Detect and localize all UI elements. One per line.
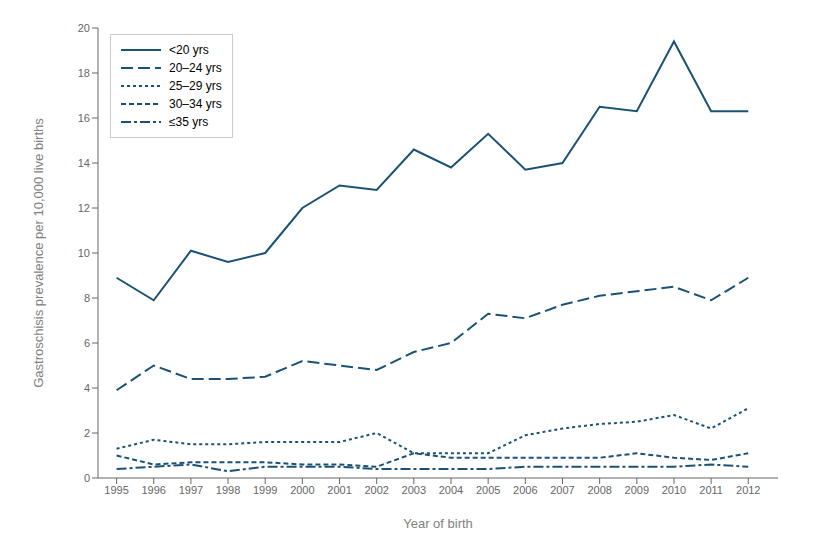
svg-text:Gastroschisis prevalence per 1: Gastroschisis prevalence per 10,000 live…	[31, 118, 46, 388]
svg-text:2003: 2003	[402, 484, 426, 496]
html-text:20–24 yrs: 20–24 yrs	[169, 61, 222, 75]
svg-text:Year of birth: Year of birth	[403, 516, 473, 531]
svg-text:2006: 2006	[513, 484, 537, 496]
svg-text:2: 2	[84, 427, 90, 439]
svg-text:10: 10	[78, 247, 90, 259]
svg-text:1999: 1999	[253, 484, 277, 496]
svg-text:6: 6	[84, 337, 90, 349]
svg-text:14: 14	[78, 157, 90, 169]
svg-text:20: 20	[78, 22, 90, 34]
html-text:≤35 yrs: ≤35 yrs	[169, 115, 209, 129]
svg-text:4: 4	[84, 382, 90, 394]
svg-text:2008: 2008	[587, 484, 611, 496]
svg-text:2004: 2004	[439, 484, 463, 496]
svg-text:8: 8	[84, 292, 90, 304]
svg-text:18: 18	[78, 67, 90, 79]
html-text:25–29 yrs: 25–29 yrs	[169, 79, 222, 93]
svg-text:2009: 2009	[625, 484, 649, 496]
svg-text:2007: 2007	[550, 484, 574, 496]
svg-text:2001: 2001	[327, 484, 351, 496]
svg-text:16: 16	[78, 112, 90, 124]
svg-text:2000: 2000	[290, 484, 314, 496]
svg-text:0: 0	[84, 472, 90, 484]
html-text:30–34 yrs: 30–34 yrs	[169, 97, 222, 111]
svg-text:1998: 1998	[216, 484, 240, 496]
svg-text:1995: 1995	[104, 484, 128, 496]
svg-text:2010: 2010	[662, 484, 686, 496]
svg-text:2005: 2005	[476, 484, 500, 496]
svg-text:2011: 2011	[699, 484, 723, 496]
svg-text:1996: 1996	[141, 484, 165, 496]
svg-text:2002: 2002	[364, 484, 388, 496]
svg-text:12: 12	[78, 202, 90, 214]
svg-text:1997: 1997	[179, 484, 203, 496]
html-text:<20 yrs: <20 yrs	[169, 43, 209, 57]
svg-text:2012: 2012	[736, 484, 760, 496]
